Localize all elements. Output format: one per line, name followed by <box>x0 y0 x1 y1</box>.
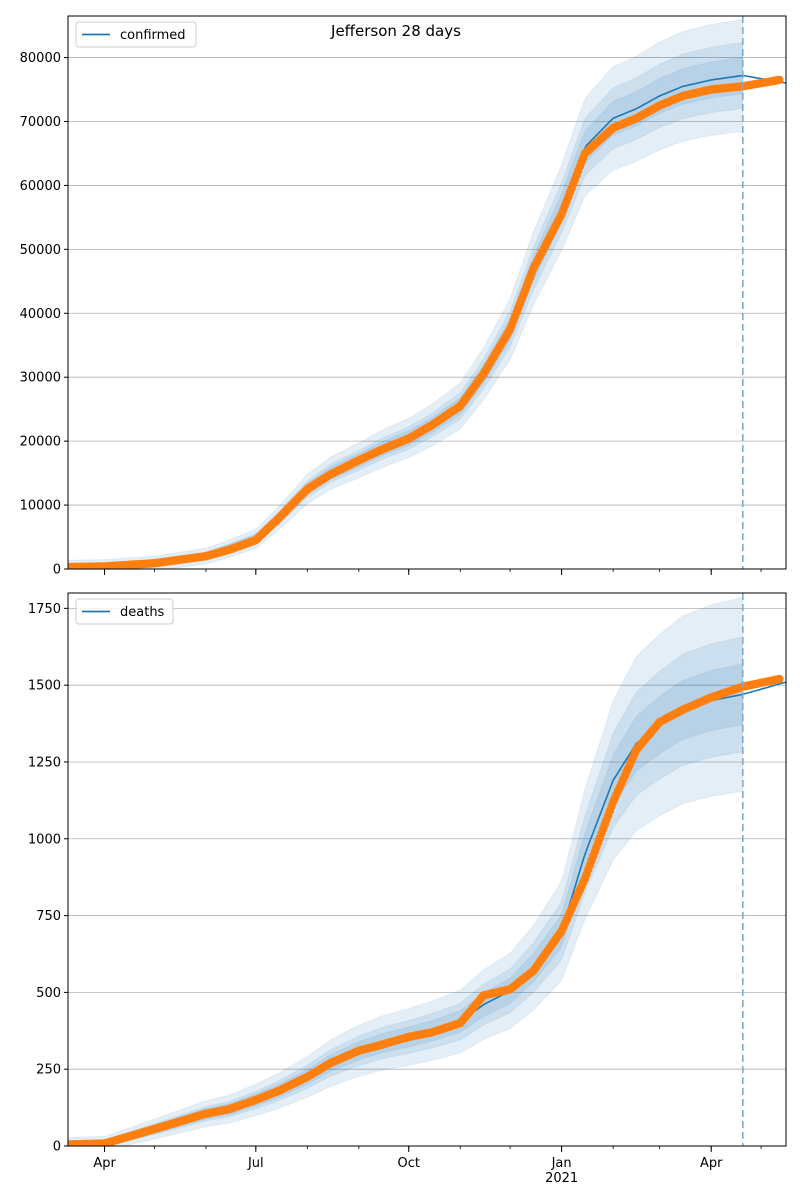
axes-frame <box>67 15 787 570</box>
legend-box <box>75 598 174 625</box>
y-tick-label: 250 <box>36 1063 61 1078</box>
legend: confirmed <box>75 21 197 48</box>
y-tick-label: 10000 <box>20 499 61 514</box>
y-tick-label: 30000 <box>20 371 61 386</box>
y-tick-label: 1750 <box>28 602 61 617</box>
y-tick-label: 60000 <box>20 179 61 194</box>
x-tick-label: Jul <box>247 1156 264 1171</box>
legend-box <box>75 21 197 48</box>
y-tick-label: 70000 <box>20 115 61 130</box>
confirmed-panel: 0 10000 20000 30000 40000 50000 60000 70000 8000… <box>20 15 787 578</box>
legend-label: deaths <box>120 605 165 620</box>
y-tick-label: 80000 <box>20 51 61 66</box>
x-tick-label: Apr <box>700 1156 723 1171</box>
y-tick-label: 1000 <box>28 832 61 847</box>
x-tick-label: Apr <box>93 1156 116 1171</box>
y-tick-label: 0 <box>53 1140 61 1155</box>
y-tick-label: 50000 <box>20 243 61 258</box>
y-tick-label: 750 <box>36 909 61 924</box>
axes-frame <box>67 592 787 1147</box>
plot-area <box>68 18 786 569</box>
y-tick-label: 500 <box>36 986 61 1001</box>
x-tick-label: Oct <box>397 1156 419 1171</box>
y-tick-label: 20000 <box>20 435 61 450</box>
legend-label: confirmed <box>120 28 186 43</box>
y-tick-label: 0 <box>53 563 61 578</box>
observed-point <box>775 75 784 85</box>
observed-point <box>775 674 784 684</box>
legend: deaths <box>75 598 174 625</box>
y-tick-label: 1500 <box>28 679 61 694</box>
x-tick-label: Jan <box>551 1156 572 1171</box>
y-tick-label: 40000 <box>20 307 61 322</box>
deaths-panel: 0 250 500 750 1000 1250 1500 1750 Apr Jul Oct Jan20… <box>28 592 787 1186</box>
y-tick-label: 1250 <box>28 755 61 770</box>
x-tick-sublabel: 2021 <box>545 1171 578 1186</box>
figure-title: Jefferson 28 days <box>330 22 461 40</box>
plot-area <box>68 596 786 1146</box>
